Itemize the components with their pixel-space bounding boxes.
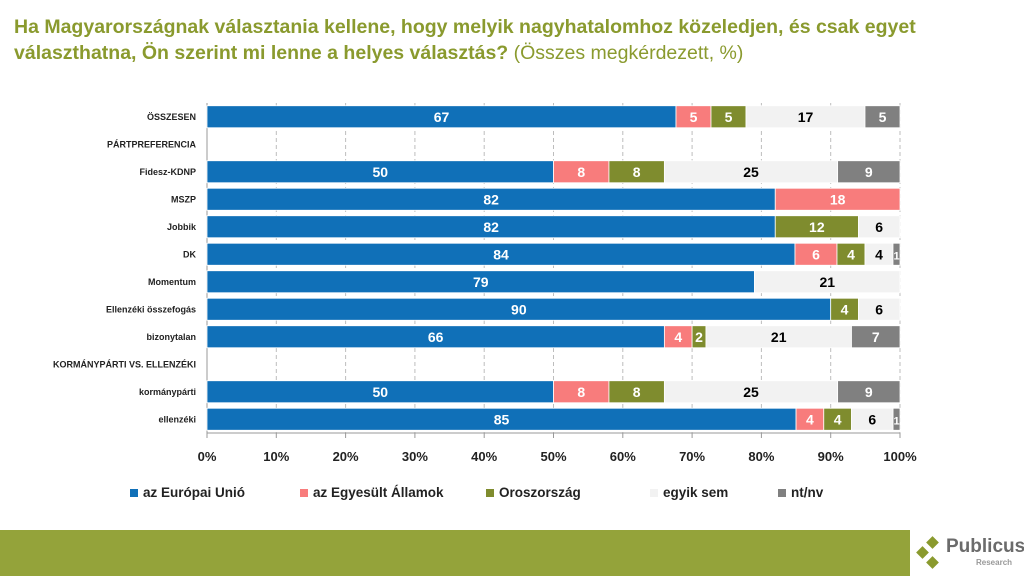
data-label: 25	[743, 384, 759, 400]
data-label: 12	[809, 219, 825, 235]
legend-label: az Európai Unió	[143, 485, 245, 500]
data-label: 8	[633, 164, 641, 180]
legend-swatch	[778, 489, 786, 497]
data-label: 5	[725, 109, 733, 125]
data-label: 82	[483, 191, 499, 207]
logo-name: Publicus	[946, 536, 1024, 557]
category-label: KORMÁNYPÁRTI VS. ELLENZÉKI	[53, 359, 196, 369]
bar-segment	[837, 160, 901, 184]
data-label: 67	[434, 109, 450, 125]
data-label: 5	[690, 109, 698, 125]
data-label: 4	[875, 246, 883, 262]
logo-subtitle: Research	[976, 558, 1013, 567]
category-label: Momentum	[148, 277, 196, 287]
data-label: 9	[865, 164, 873, 180]
data-label: 17	[798, 109, 814, 125]
category-label: Ellenzéki összefogás	[106, 304, 196, 314]
footer-bar	[0, 530, 1024, 576]
logo-diamonds-icon	[916, 536, 939, 569]
category-label: DK	[183, 249, 196, 259]
publicus-logo: Publicus Research	[910, 530, 1024, 576]
x-tick-label: 90%	[818, 449, 844, 464]
bar-segment	[892, 242, 901, 266]
data-label: 5	[879, 109, 887, 125]
data-label: 9	[865, 384, 873, 400]
legend-swatch	[650, 489, 658, 497]
x-tick-label: 40%	[471, 449, 497, 464]
category-label: ÖSSZESEN	[147, 112, 196, 122]
x-tick-label: 30%	[402, 449, 428, 464]
data-label: 1	[893, 415, 899, 427]
bar-segment	[754, 270, 901, 294]
bar-segment	[892, 407, 901, 431]
bar-segment	[858, 215, 901, 239]
x-tick-label: 10%	[263, 449, 289, 464]
data-label: 84	[493, 246, 509, 262]
x-tick-label: 100%	[883, 449, 917, 464]
chart-title: Ha Magyarországnak választania kellene, …	[14, 14, 1014, 66]
category-label: PÁRTPREFERENCIA	[107, 139, 197, 149]
data-label: 4	[847, 246, 855, 262]
bar-segment	[864, 105, 901, 129]
data-label: 79	[473, 274, 489, 290]
x-tick-label: 50%	[540, 449, 566, 464]
data-label: 85	[494, 411, 510, 427]
bar-segment	[858, 297, 901, 321]
data-label: 6	[875, 219, 883, 235]
x-tick-label: 70%	[679, 449, 705, 464]
data-label: 8	[633, 384, 641, 400]
title-subtitle: (Összes megkérdezett, %)	[513, 42, 744, 64]
data-label: 6	[875, 301, 883, 317]
legend-swatch	[130, 489, 138, 497]
x-tick-label: 80%	[748, 449, 774, 464]
data-label: 66	[428, 329, 444, 345]
bar-segment	[851, 325, 901, 349]
legend-label: nt/nv	[791, 485, 824, 500]
data-label: 6	[812, 246, 820, 262]
bar-segment	[837, 380, 901, 404]
legend-label: egyik sem	[663, 485, 728, 500]
category-label: Fidesz-KDNP	[139, 167, 196, 177]
data-label: 7	[872, 329, 880, 345]
data-label: 90	[511, 301, 527, 317]
data-label: 8	[577, 384, 585, 400]
x-tick-label: 60%	[610, 449, 636, 464]
data-label: 4	[834, 411, 842, 427]
data-label: 6	[868, 411, 876, 427]
category-label: kormánypárti	[139, 387, 196, 397]
legend-swatch	[486, 489, 494, 497]
legend-label: Oroszország	[499, 485, 581, 500]
data-label: 25	[743, 164, 759, 180]
stacked-bar-chart: 0% 10% 20% 30% 40% 50% 60% 70% 80% 90% 100% ÖSSZESE…	[53, 103, 917, 500]
data-label: 2	[695, 329, 703, 345]
category-label: Jobbik	[167, 222, 197, 232]
x-tick-label: 20%	[333, 449, 359, 464]
legend-swatch	[300, 489, 308, 497]
data-label: 82	[483, 219, 499, 235]
data-label: 21	[819, 274, 835, 290]
data-label: 50	[372, 384, 388, 400]
category-label: bizonytalan	[146, 332, 196, 342]
data-label: 21	[771, 329, 787, 345]
bar-segment	[774, 187, 901, 211]
category-label: MSZP	[171, 194, 196, 204]
legend-label: az Egyesült Államok	[313, 485, 444, 500]
data-label: 4	[841, 301, 849, 317]
x-tick-label: 0%	[198, 449, 217, 464]
data-label: 18	[830, 191, 846, 207]
title-main: Ha Magyarországnak választania kellene, …	[14, 16, 916, 64]
category-label: ellenzéki	[158, 414, 196, 424]
data-label: 50	[372, 164, 388, 180]
data-label: 4	[806, 411, 814, 427]
data-label: 1	[893, 250, 899, 262]
data-label: 4	[674, 329, 682, 345]
data-label: 8	[577, 164, 585, 180]
